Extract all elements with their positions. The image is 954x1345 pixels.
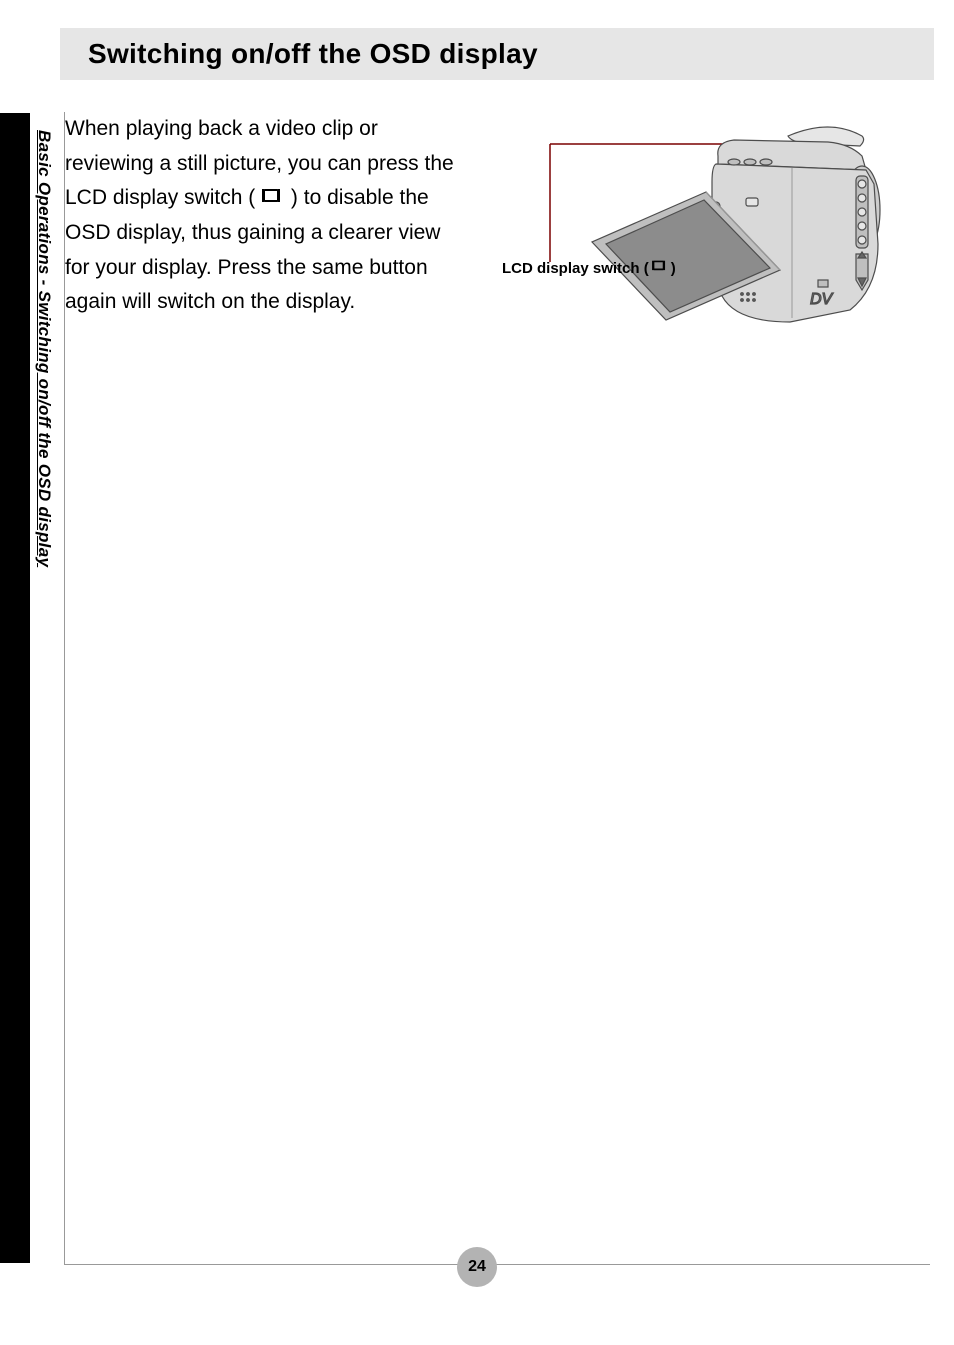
page-root: Switching on/off the OSD display Basic O… [0,0,954,1345]
svg-text:DV: DV [810,291,834,308]
side-black-tab [0,113,30,1263]
content-frame: When playing back a video clip or review… [64,112,930,1265]
camera-svg: DV [490,112,890,342]
display-switch-icon-small [651,260,669,277]
side-breadcrumb-text: Basic Operations - Switching on/off the … [34,130,54,152]
side-breadcrumb: Basic Operations - Switching on/off the … [32,130,54,670]
callout-text-after: ) [671,260,676,277]
body-paragraph: When playing back a video clip or review… [65,112,465,320]
display-switch-icon [261,188,285,206]
callout-text-before: LCD display switch ( [502,260,649,277]
illustration-callout-label: LCD display switch ( ) [502,260,676,278]
page-number: 24 [468,1258,486,1276]
section-title-bar: Switching on/off the OSD display [60,28,934,80]
page-number-badge: 24 [457,1247,497,1287]
section-title: Switching on/off the OSD display [88,38,538,70]
camera-illustration: DV [490,112,890,342]
